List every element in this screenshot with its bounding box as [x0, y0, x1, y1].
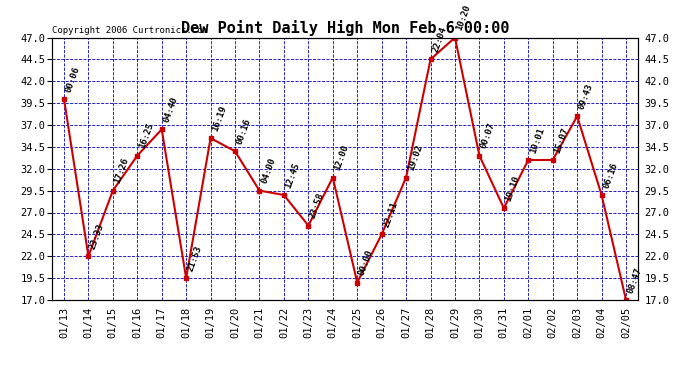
Text: 10:01: 10:01: [529, 126, 546, 154]
Text: 06:16: 06:16: [602, 161, 619, 189]
Text: 22:11: 22:11: [382, 201, 400, 229]
Text: 19:10: 19:10: [504, 174, 522, 202]
Text: 08:47: 08:47: [626, 266, 644, 294]
Text: 04:00: 04:00: [259, 157, 277, 185]
Text: 09:43: 09:43: [577, 82, 595, 111]
Text: 00:00: 00:00: [357, 249, 375, 277]
Text: 16:19: 16:19: [210, 104, 228, 133]
Text: 00:06: 00:06: [64, 65, 81, 93]
Text: 19:02: 19:02: [406, 144, 424, 172]
Title: Dew Point Daily High Mon Feb 6 00:00: Dew Point Daily High Mon Feb 6 00:00: [181, 20, 509, 36]
Text: 23:58: 23:58: [308, 192, 326, 220]
Text: 12:45: 12:45: [284, 161, 302, 189]
Text: 00:07: 00:07: [480, 122, 497, 150]
Text: 22:04: 22:04: [431, 26, 448, 54]
Text: 16:25: 16:25: [137, 122, 155, 150]
Text: 10:20: 10:20: [455, 4, 473, 32]
Text: 00:16: 00:16: [235, 117, 253, 146]
Text: 04:40: 04:40: [161, 96, 179, 124]
Text: 23:33: 23:33: [88, 222, 106, 251]
Text: Copyright 2006 Curtronics.com: Copyright 2006 Curtronics.com: [52, 26, 208, 35]
Text: 12:00: 12:00: [333, 144, 351, 172]
Text: 21:53: 21:53: [186, 244, 204, 273]
Text: 17:26: 17:26: [113, 157, 130, 185]
Text: 15:07: 15:07: [553, 126, 571, 154]
